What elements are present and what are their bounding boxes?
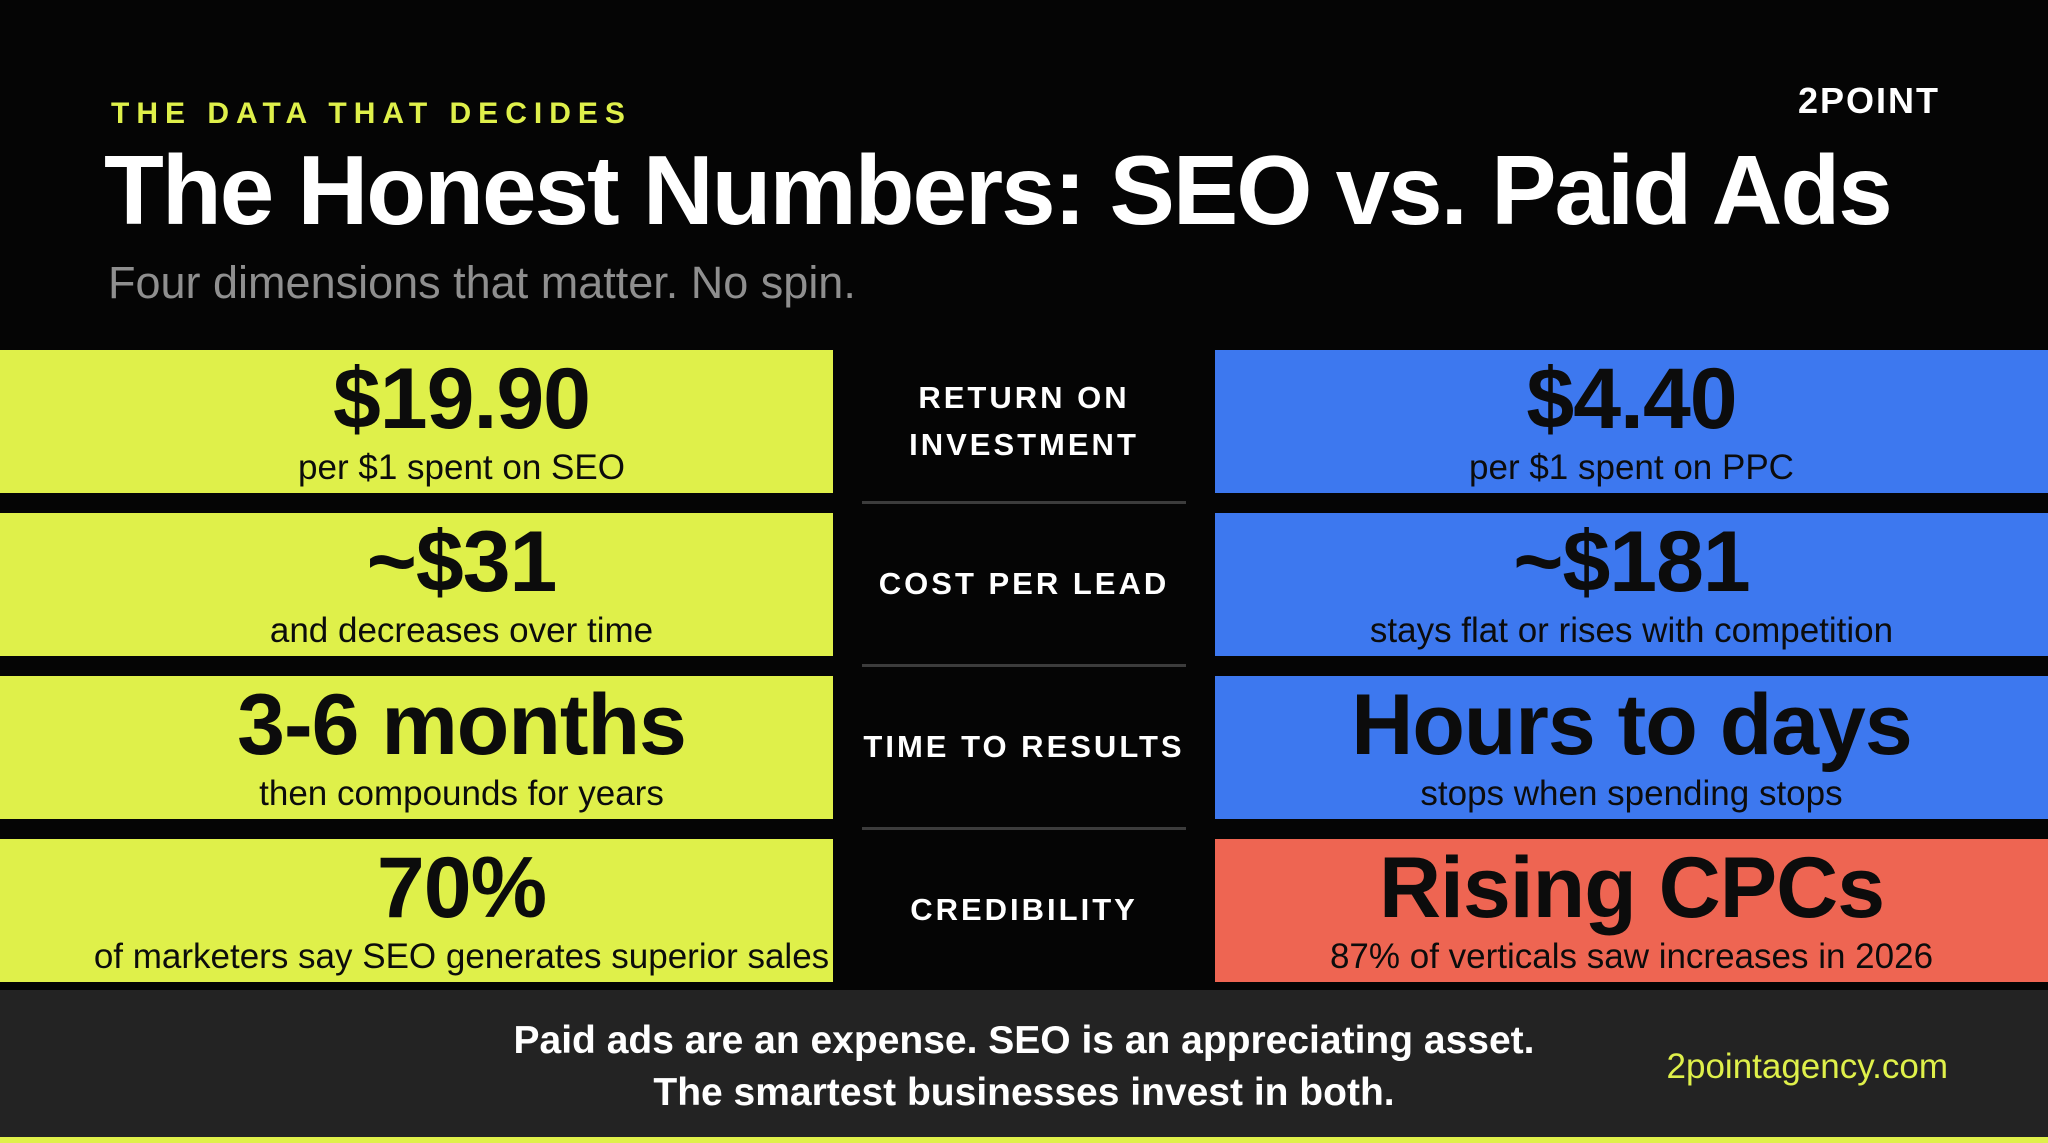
paid-stat-time-to-results: Hours to days stops when spending stops <box>1215 676 2048 819</box>
paid-stat-cost-per-lead: ~$181 stays flat or rises with competiti… <box>1215 513 2048 656</box>
paid-roi-note: per $1 spent on PPC <box>1469 447 1794 487</box>
seo-roi-value: $19.90 <box>332 350 591 447</box>
footer-message-line1: Paid ads are an expense. SEO is an appre… <box>513 1018 1535 1062</box>
comparison-row-credibility: 70% of marketers say SEO generates super… <box>0 839 2048 982</box>
dimension-label-text: RETURN ON INVESTMENT <box>909 380 1139 462</box>
dimension-label-text: TIME TO RESULTS <box>863 729 1185 765</box>
dimension-label-roi: RETURN ON INVESTMENT <box>833 350 1215 493</box>
footer-bar: Paid ads are an expense. SEO is an appre… <box>0 990 2048 1143</box>
paid-ttr-value: Hours to days <box>1351 676 1912 773</box>
bottom-accent-strip <box>0 1137 2048 1143</box>
label-divider <box>862 827 1186 830</box>
seo-cred-note: of marketers say SEO generates superior … <box>93 936 830 976</box>
paid-stat-credibility: Rising CPCs 87% of verticals saw increas… <box>1215 839 2048 982</box>
dimension-label-time-to-results: TIME TO RESULTS <box>833 676 1215 819</box>
dimension-label-text: COST PER LEAD <box>878 566 1170 602</box>
comparison-row-roi: $19.90 per $1 spent on SEO RETURN ON INV… <box>0 350 2048 493</box>
comparison-row-cost-per-lead: ~$31 and decreases over time COST PER LE… <box>0 513 2048 656</box>
seo-stat-roi: $19.90 per $1 spent on SEO <box>0 350 833 493</box>
brand-logo: 2POINT <box>1797 80 1940 121</box>
label-divider <box>862 664 1186 667</box>
page-subtitle: Four dimensions that matter. No spin. <box>108 257 856 308</box>
page-title: The Honest Numbers: SEO vs. Paid Ads <box>104 135 1893 245</box>
paid-ttr-note: stops when spending stops <box>1420 773 1843 813</box>
comparison-row-time-to-results: 3-6 months then compounds for years TIME… <box>0 676 2048 819</box>
paid-cred-value: Rising CPCs <box>1378 839 1885 936</box>
footer-message: Paid ads are an expense. SEO is an appre… <box>0 1015 2048 1119</box>
seo-cpl-value: ~$31 <box>366 513 558 610</box>
seo-stat-credibility: 70% of marketers say SEO generates super… <box>0 839 833 982</box>
seo-ttr-value: 3-6 months <box>237 676 687 773</box>
footer-message-line2: The smartest businesses invest in both. <box>653 1070 1395 1114</box>
paid-roi-value: $4.40 <box>1526 350 1737 447</box>
dimension-label-cost-per-lead: COST PER LEAD <box>833 513 1215 656</box>
website-link[interactable]: 2pointagency.com <box>1666 1046 1948 1086</box>
seo-ttr-note: then compounds for years <box>259 773 664 813</box>
seo-cred-value: 70% <box>376 839 547 936</box>
paid-stat-roi: $4.40 per $1 spent on PPC <box>1215 350 2048 493</box>
paid-cred-note: 87% of verticals saw increases in 2026 <box>1329 936 1934 976</box>
seo-stat-cost-per-lead: ~$31 and decreases over time <box>0 513 833 656</box>
seo-roi-note: per $1 spent on SEO <box>298 447 625 487</box>
paid-cpl-note: stays flat or rises with competition <box>1369 610 1894 650</box>
label-divider <box>862 501 1186 504</box>
paid-cpl-value: ~$181 <box>1513 513 1751 610</box>
dimension-label-credibility: CREDIBILITY <box>833 839 1215 982</box>
eyebrow-text: THE DATA THAT DECIDES <box>111 97 632 130</box>
dimension-label-text: CREDIBILITY <box>910 892 1138 928</box>
seo-cpl-note: and decreases over time <box>269 610 654 650</box>
seo-stat-time-to-results: 3-6 months then compounds for years <box>0 676 833 819</box>
